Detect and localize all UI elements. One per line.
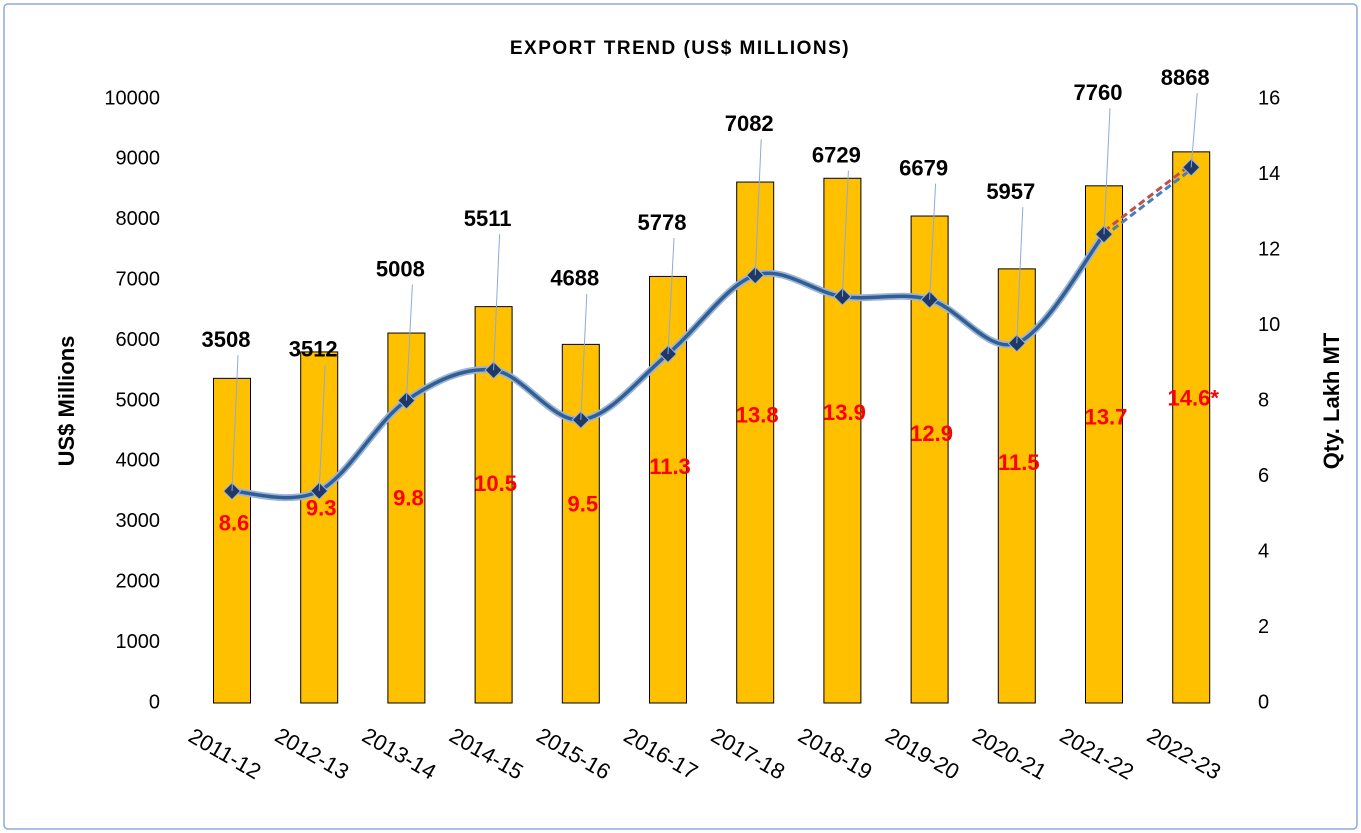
leader-line <box>667 237 675 355</box>
bar <box>561 343 600 704</box>
leader-line <box>1016 207 1024 344</box>
bar-value-label: 14.6* <box>1168 386 1220 411</box>
line-dashed <box>1103 168 1193 238</box>
bar-value-label: 8.6 <box>219 510 250 535</box>
leader-line <box>929 183 937 300</box>
line-value-label: 4688 <box>550 266 599 291</box>
y-tick-label: 2000 <box>116 570 161 592</box>
y-tick-label: 4000 <box>116 450 161 472</box>
bar-value-label: 9.3 <box>306 496 337 521</box>
bar-value-label: 9.5 <box>568 492 599 517</box>
line-dash-red <box>1103 163 1193 233</box>
y2-tick-label: 16 <box>1258 87 1280 109</box>
y-tick-label: 0 <box>149 691 160 713</box>
bar <box>300 351 339 704</box>
leader-line <box>580 293 588 420</box>
chart-title: EXPORT TREND (US$ MILLIONS) <box>510 38 850 59</box>
y-tick-label: 9000 <box>116 148 161 170</box>
y-tick-label: 7000 <box>116 268 161 290</box>
y2-tick-label: 6 <box>1258 465 1269 487</box>
bar-value-label: 10.5 <box>474 471 517 496</box>
bar <box>910 215 949 704</box>
leader-line <box>1190 92 1198 168</box>
y2-tick-label: 4 <box>1258 540 1269 562</box>
bar-value-label: 11.5 <box>998 450 1040 475</box>
bar-value-label: 13.7 <box>1085 404 1128 429</box>
y-tick-label: 8000 <box>116 208 161 230</box>
line-value-label: 8868 <box>1161 65 1210 90</box>
line-value-label: 6729 <box>812 142 861 167</box>
line-value-label: 6679 <box>899 155 948 180</box>
bar <box>823 177 862 704</box>
y2-tick-label: 10 <box>1258 314 1280 336</box>
line-value-label: 7082 <box>725 111 774 136</box>
leader-line <box>754 139 762 276</box>
bar-value-label: 13.9 <box>823 400 866 425</box>
leader-line <box>1103 108 1111 235</box>
y-tick-label: 3000 <box>116 510 161 532</box>
bar <box>1085 185 1123 704</box>
y-tick-label: 1000 <box>116 631 161 653</box>
y2-axis-label: Qty. Lakh MT <box>1319 332 1344 469</box>
leader-line <box>493 234 501 371</box>
bar <box>1172 151 1211 704</box>
y2-tick-label: 14 <box>1258 163 1280 185</box>
bar <box>736 181 775 704</box>
leader-line <box>318 364 326 491</box>
line-value-label: 5008 <box>376 256 425 281</box>
bar-value-label: 9.8 <box>393 485 424 510</box>
y2-tick-label: 8 <box>1258 389 1269 411</box>
y-tick-label: 10000 <box>104 87 160 109</box>
line-value-label: 7760 <box>1074 80 1123 105</box>
line-value-label: 3508 <box>202 327 251 352</box>
leader-line <box>231 355 239 492</box>
line-value-label: 5778 <box>638 210 687 235</box>
y-axis-label: US$ Millions <box>54 336 79 467</box>
bar <box>213 377 251 704</box>
leader-line <box>841 170 849 297</box>
y2-tick-label: 0 <box>1258 691 1269 713</box>
bar-value-label: 11.3 <box>649 454 691 479</box>
line-value-label: 5511 <box>464 206 512 231</box>
bar-value-label: 12.9 <box>910 421 953 446</box>
y2-tick-label: 12 <box>1258 238 1280 260</box>
line-value-label: 3512 <box>289 337 338 362</box>
y-tick-label: 6000 <box>116 329 161 351</box>
leader-line <box>405 284 413 401</box>
y-tick-label: 5000 <box>116 389 161 411</box>
y2-tick-label: 2 <box>1258 616 1269 638</box>
line-value-label: 5957 <box>986 179 1035 204</box>
bar-value-label: 13.8 <box>736 402 779 427</box>
